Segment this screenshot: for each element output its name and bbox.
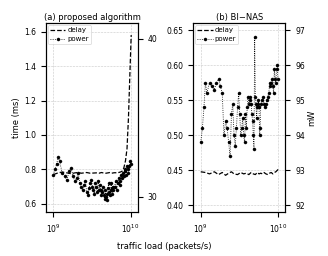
delay [118,170,122,174]
delay [127,116,131,119]
delay [85,171,89,174]
Title: (a) proposed algorithm: (a) proposed algorithm [44,13,140,22]
delay [97,172,101,175]
Y-axis label: mW: mW [308,110,317,126]
power [276,78,280,81]
delay [65,171,69,174]
power [268,81,272,84]
power [102,194,106,197]
delay [266,173,270,176]
power [56,156,60,159]
power [199,141,203,144]
power [123,168,127,171]
Line: power: power [199,36,279,158]
delay [232,172,236,175]
power [92,189,95,192]
delay [117,171,121,174]
Line: power: power [52,156,132,202]
delay [262,171,266,174]
power [249,102,253,105]
Y-axis label: time (ms): time (ms) [12,98,21,138]
delay [115,171,119,174]
Legend: delay, power: delay, power [195,25,238,44]
Text: traffic load (packets/s): traffic load (packets/s) [117,242,211,251]
delay [271,172,275,175]
delay [274,170,278,173]
delay [275,169,279,172]
delay [268,172,272,175]
delay [277,167,280,170]
delay [227,172,231,175]
delay [92,172,95,175]
delay [247,173,251,176]
delay [125,147,129,150]
delay [264,172,268,175]
delay [272,171,276,174]
delay [251,172,255,175]
delay [106,171,110,174]
delay [99,171,103,174]
Line: delay: delay [201,169,278,175]
delay [120,170,124,173]
power [228,155,232,158]
delay [108,171,112,174]
delay [269,171,273,174]
delay [253,173,257,176]
delay [104,172,108,175]
delay [212,170,216,173]
delay [224,174,228,177]
delay [60,170,64,174]
Legend: delay, power: delay, power [48,25,91,44]
power [272,67,276,70]
delay [129,34,133,37]
delay [203,171,207,174]
delay [260,172,264,175]
power [129,163,133,166]
delay [122,166,126,169]
delay [113,171,117,174]
delay [220,171,224,174]
power [105,199,109,202]
delay [230,170,234,173]
delay [236,173,239,176]
delay [199,170,203,173]
Title: (b) BI−NAS: (b) BI−NAS [216,13,263,22]
delay [110,172,114,175]
power [253,36,256,39]
delay [88,172,92,175]
power [51,173,55,176]
delay [249,171,253,174]
power [230,113,234,116]
delay [216,173,220,176]
delay [51,173,55,176]
delay [257,172,261,175]
power [270,78,274,81]
delay [79,172,83,175]
delay [56,171,60,174]
delay [244,172,248,175]
delay [69,172,73,175]
delay [94,171,98,174]
delay [259,172,263,175]
delay [242,172,246,175]
delay [73,171,77,174]
delay [128,73,132,76]
Line: delay: delay [53,35,131,175]
delay [124,159,128,162]
delay [82,171,86,174]
power [239,134,243,137]
delay [102,172,106,175]
delay [255,171,259,174]
delay [76,171,80,174]
power [121,171,125,174]
power [125,164,129,167]
delay [208,172,212,175]
delay [112,171,115,174]
delay [239,171,243,174]
power [82,183,86,186]
